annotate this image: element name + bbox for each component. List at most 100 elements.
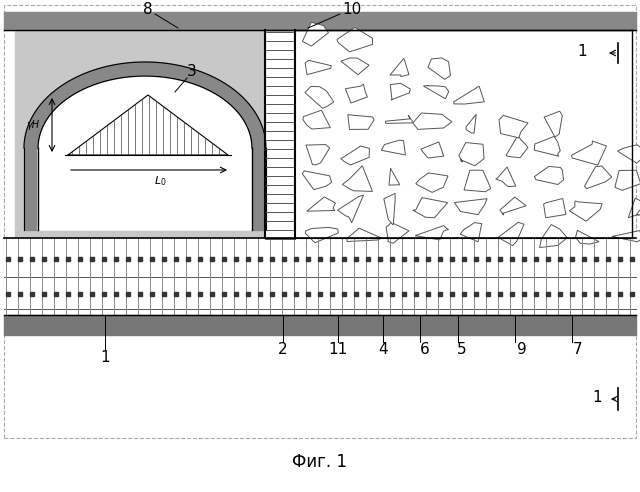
Text: 1: 1	[100, 350, 110, 366]
Polygon shape	[306, 145, 330, 165]
Bar	[438, 257, 442, 261]
Bar	[306, 292, 310, 296]
Polygon shape	[307, 197, 335, 211]
Bar	[186, 292, 190, 296]
Bar	[378, 292, 382, 296]
Bar	[18, 292, 22, 296]
Bar	[498, 292, 502, 296]
Polygon shape	[460, 223, 482, 242]
Bar	[390, 292, 394, 296]
Bar	[474, 257, 478, 261]
Polygon shape	[615, 170, 640, 190]
Bar	[306, 257, 310, 261]
Polygon shape	[385, 115, 412, 123]
Polygon shape	[24, 62, 266, 148]
Bar	[6, 292, 10, 296]
Bar	[198, 257, 202, 261]
Polygon shape	[540, 224, 567, 247]
Bar	[114, 292, 118, 296]
Bar	[4, 238, 636, 315]
Polygon shape	[305, 87, 334, 108]
Bar	[295, 30, 632, 238]
Bar	[246, 257, 250, 261]
Bar	[618, 257, 622, 261]
Text: 1: 1	[592, 391, 602, 405]
Polygon shape	[584, 166, 612, 188]
Bar	[30, 257, 34, 261]
Polygon shape	[570, 201, 602, 221]
Bar	[138, 292, 142, 296]
Text: 8: 8	[143, 2, 153, 18]
Polygon shape	[413, 113, 452, 129]
Polygon shape	[340, 146, 369, 165]
Polygon shape	[420, 142, 444, 158]
Bar	[294, 257, 298, 261]
Bar	[42, 292, 46, 296]
Polygon shape	[348, 115, 374, 129]
Text: 2: 2	[278, 342, 288, 358]
Text: Фиг. 1: Фиг. 1	[292, 453, 348, 471]
Bar	[66, 257, 70, 261]
Bar	[78, 292, 82, 296]
Bar	[570, 257, 574, 261]
Bar	[78, 257, 82, 261]
Text: 3: 3	[187, 64, 197, 80]
Bar	[522, 292, 526, 296]
Bar	[258, 292, 262, 296]
Polygon shape	[454, 199, 487, 215]
Polygon shape	[495, 167, 516, 186]
Bar	[15, 30, 265, 238]
Bar	[150, 257, 154, 261]
Bar	[402, 257, 406, 261]
Polygon shape	[543, 198, 566, 218]
Polygon shape	[571, 141, 607, 165]
Polygon shape	[302, 171, 332, 189]
Text: 5: 5	[457, 342, 467, 358]
Bar	[282, 257, 286, 261]
Bar	[582, 257, 586, 261]
Polygon shape	[341, 58, 369, 75]
Bar	[294, 292, 298, 296]
Polygon shape	[499, 116, 528, 138]
Bar	[606, 292, 610, 296]
Polygon shape	[390, 58, 409, 77]
Polygon shape	[464, 170, 491, 192]
Bar	[90, 257, 94, 261]
Bar	[426, 292, 430, 296]
Bar	[486, 292, 490, 296]
Bar	[462, 292, 466, 296]
Bar	[378, 257, 382, 261]
Bar	[354, 292, 358, 296]
Text: 7: 7	[573, 342, 583, 358]
Bar	[4, 5, 636, 438]
Bar	[342, 292, 346, 296]
Polygon shape	[506, 135, 528, 158]
Bar	[246, 292, 250, 296]
Polygon shape	[337, 28, 372, 52]
Text: 9: 9	[517, 342, 527, 358]
Bar	[414, 257, 418, 261]
Bar	[54, 292, 58, 296]
Text: γH: γH	[26, 120, 40, 130]
Polygon shape	[498, 222, 524, 246]
Bar	[6, 257, 10, 261]
Bar	[114, 257, 118, 261]
Bar	[18, 257, 22, 261]
Bar	[102, 257, 106, 261]
Bar	[366, 292, 370, 296]
Polygon shape	[428, 58, 451, 79]
Polygon shape	[454, 86, 484, 104]
Bar	[354, 257, 358, 261]
Polygon shape	[390, 83, 410, 100]
Polygon shape	[534, 166, 564, 184]
Bar	[270, 292, 274, 296]
Bar	[4, 12, 636, 30]
Bar	[486, 257, 490, 261]
Bar	[282, 292, 286, 296]
Polygon shape	[544, 111, 563, 137]
Polygon shape	[575, 230, 599, 244]
Bar	[534, 292, 538, 296]
Polygon shape	[381, 140, 405, 155]
Bar	[510, 292, 514, 296]
Bar	[558, 257, 562, 261]
